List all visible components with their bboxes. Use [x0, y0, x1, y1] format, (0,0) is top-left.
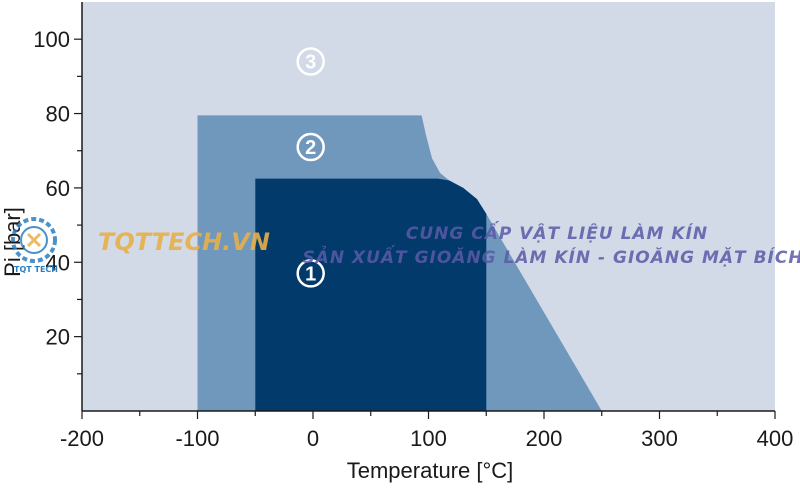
zone-label-text: 2 [305, 137, 316, 159]
zone-label-text: 3 [305, 51, 316, 73]
y-tick-label: 40 [46, 250, 70, 275]
x-tick-label: 300 [641, 426, 678, 451]
chart-regions [82, 2, 775, 412]
x-axis-title: Temperature [°C] [347, 458, 514, 483]
zone-label-circle [296, 259, 325, 288]
y-tick-label: 60 [46, 176, 70, 201]
watermark-line-1: CUNG CẤP VẬT LIỆU LÀM KÍN [406, 220, 708, 244]
zone-label-2: 2 [296, 132, 325, 162]
zone-label-text: 1 [305, 263, 316, 285]
watermark-gear-icon [11, 217, 57, 263]
zone-label-1: 1 [296, 259, 325, 288]
watermark-logo-text: TQT TECH [14, 265, 58, 274]
x-tick-label: 100 [410, 426, 447, 451]
zone-label-circle [296, 47, 325, 76]
region-1 [255, 178, 487, 411]
zone-labels: 3 2 1 [296, 47, 325, 288]
y-tick-label: 20 [46, 325, 70, 350]
x-tick-label: 200 [526, 426, 563, 451]
x-tick-label: 400 [757, 426, 794, 451]
chart-axes: -200 -100 0 100 200 300 400 20 40 60 80 100 [33, 2, 793, 451]
y-tick-label: 80 [46, 102, 70, 127]
x-tick-label: -100 [175, 426, 219, 451]
watermark-brand: TQTTECH.VN [98, 228, 270, 256]
watermark-line-2: SẢN XUẤT GIOĂNG LÀM KÍN - GIOĂNG MẶT BÍC… [302, 244, 800, 268]
zone-label-3: 3 [296, 47, 325, 76]
x-tick-label: -200 [60, 426, 104, 451]
zone-label-circle [296, 132, 325, 162]
x-tick-label: 0 [307, 426, 319, 451]
y-tick-label: 100 [33, 27, 70, 52]
watermark: TQT TECH TQTTECH.VN CUNG CẤP VẬT LIỆU LÀ… [11, 217, 800, 274]
